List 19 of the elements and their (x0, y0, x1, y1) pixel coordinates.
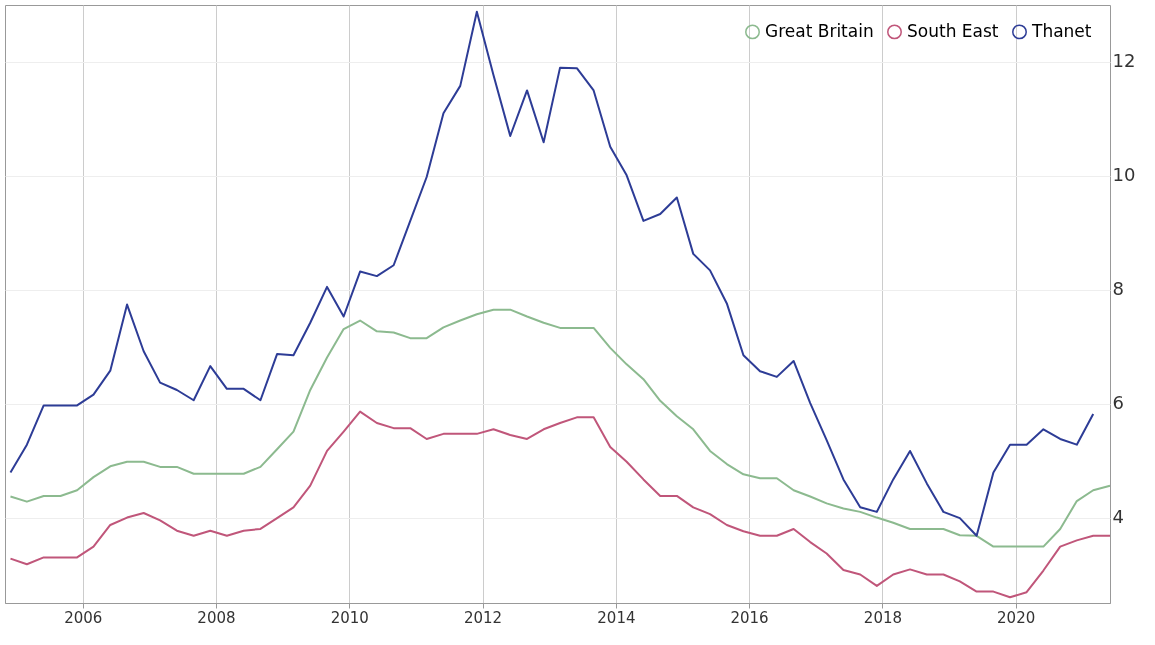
line-series (9, 308, 1111, 548)
x-tick-label: 2018 (863, 608, 903, 627)
legend-label: Great Britain (765, 20, 874, 41)
x-tick-label: 2014 (597, 608, 636, 627)
y-tick-label: 12 (1112, 50, 1136, 72)
x-tick-label: 2012 (463, 608, 503, 627)
line-series (9, 10, 1095, 537)
line-series (9, 410, 1111, 599)
y-tick-label: 4 (1112, 506, 1124, 528)
y-tick-label: 6 (1112, 392, 1124, 414)
x-tick-label: 2020 (997, 608, 1036, 627)
y-tick-label: 10 (1112, 164, 1136, 186)
y-tick-label: 8 (1112, 278, 1124, 300)
x-tick-label: 2006 (64, 608, 103, 627)
legend-label: Thanet (1031, 20, 1092, 41)
x-tick-label: 2016 (730, 608, 769, 627)
x-tick-label: 2010 (330, 608, 369, 627)
legend-label: South East (907, 20, 999, 41)
x-tick-label: 2008 (197, 608, 236, 627)
